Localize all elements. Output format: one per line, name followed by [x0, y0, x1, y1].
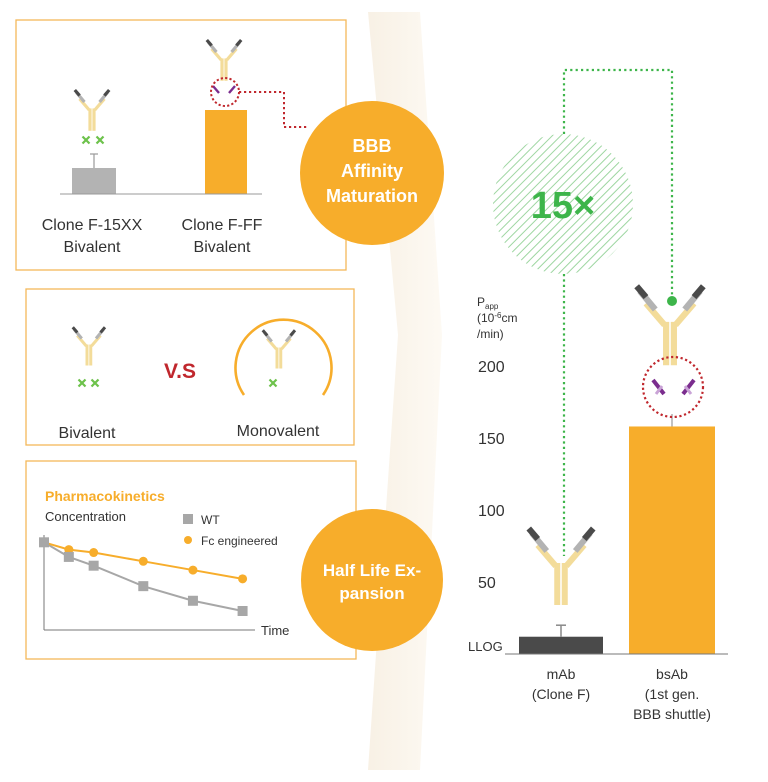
purple-arm	[212, 85, 220, 94]
halflife-circle-line-1: Half Life Ex-	[323, 561, 421, 580]
purple-arm	[654, 385, 664, 395]
mab-antibody-icon	[529, 529, 594, 606]
left-valency-label: Bivalent	[64, 239, 121, 256]
category-label-bsab-line-2: (1st gen.	[645, 686, 699, 702]
legend-fc-marker	[184, 536, 192, 544]
affinity-circle: BBB Affinity Maturation	[300, 101, 444, 245]
highlight-circle	[641, 355, 705, 419]
affinity-circle-line-2: Affinity	[341, 161, 403, 181]
y-tick-layer: 50 100 150 200	[478, 359, 505, 592]
pk-xlabel: Time	[261, 623, 289, 638]
orange-bar	[205, 110, 247, 194]
bar-1	[629, 426, 715, 654]
green-x-icon	[95, 135, 105, 145]
grey-bar	[72, 168, 116, 194]
legend-wt-marker	[183, 514, 193, 524]
monovalent-arc	[234, 318, 333, 396]
bar-layer	[519, 414, 715, 654]
pk-point-wt	[88, 560, 99, 571]
category-label-bsab-line-3: BBB shuttle)	[633, 706, 711, 722]
purple-arm	[228, 85, 236, 94]
highlight-circle	[210, 77, 240, 107]
pk-point-wt	[39, 537, 49, 548]
fold-change-circle	[493, 134, 633, 274]
y-tick-label: 100	[478, 503, 505, 520]
halflife-circle: Half Life Ex- pansion	[301, 509, 443, 651]
pk-ylabel: Concentration	[45, 509, 126, 524]
fold-change-label: 15×	[531, 185, 595, 227]
y-tick-label: 150	[478, 431, 505, 448]
pk-point-wt	[63, 551, 74, 562]
legend-wt-label: WT	[201, 513, 220, 527]
right-clone-label: Clone F-FF	[182, 217, 263, 234]
pk-point-fc	[138, 556, 148, 566]
category-label-mab-line-1: mAb	[547, 666, 576, 682]
antibody-icon	[205, 38, 243, 83]
pk-point-wt	[138, 581, 149, 592]
valency-panel-frame	[25, 288, 355, 446]
chart-ylabel-line-3: /min)	[477, 327, 504, 341]
llog-label: LLOG	[468, 639, 503, 654]
green-x-icon	[90, 378, 100, 388]
affinity-circle-line-3: Maturation	[326, 186, 418, 206]
chart-ylabel-line-1: Papp	[477, 295, 499, 311]
vs-label: V.S	[164, 360, 196, 383]
chart-ylabel-line-2: (10-6cm	[477, 311, 517, 325]
pk-point-wt	[237, 606, 248, 616]
category-label-bsab-line-1: bsAb	[656, 666, 688, 682]
halflife-circle-shape	[301, 509, 443, 651]
red-dotted-connector	[239, 91, 308, 128]
legend-fc-label: Fc engineered	[201, 534, 278, 548]
green-dot	[667, 296, 677, 306]
green-x-icon	[81, 135, 91, 145]
valency-panel: V.S Bivalent Monovalent	[25, 288, 355, 446]
green-x-icon	[268, 378, 278, 388]
antibody-icon	[73, 88, 111, 133]
monovalent-label: Monovalent	[237, 423, 320, 440]
purple-arm	[681, 378, 696, 396]
antibody-icon	[261, 328, 297, 370]
affinity-circle-line-1: BBB	[353, 136, 392, 156]
pk-point-fc	[238, 574, 248, 584]
right-valency-label: Bivalent	[194, 239, 251, 256]
halflife-circle-line-2: pansion	[339, 584, 404, 603]
affinity-circle-shape	[300, 101, 444, 245]
pk-point-fc	[64, 545, 74, 555]
y-tick-label: 200	[478, 359, 505, 376]
affinity-panel: Clone F-15XX Bivalent Clone F-FF Bivalen…	[15, 19, 347, 271]
bar-0	[519, 636, 603, 654]
pk-panel: Pharmacokinetics Concentration WT Fc eng…	[25, 460, 357, 660]
pk-series-layer	[39, 537, 248, 616]
pk-title: Pharmacokinetics	[45, 488, 165, 504]
pk-point-fc	[188, 565, 198, 575]
bivalent-label: Bivalent	[59, 425, 116, 442]
green-x-icon	[77, 378, 87, 388]
category-label-mab-line-2: (Clone F)	[532, 686, 590, 702]
y-tick-label: 50	[478, 575, 496, 592]
left-clone-label: Clone F-15XX	[42, 217, 143, 234]
pk-point-fc	[89, 548, 99, 558]
pk-point-wt	[187, 595, 198, 606]
purple-arm	[683, 385, 693, 395]
purple-arm	[651, 378, 666, 396]
antibody-icon	[71, 325, 107, 367]
